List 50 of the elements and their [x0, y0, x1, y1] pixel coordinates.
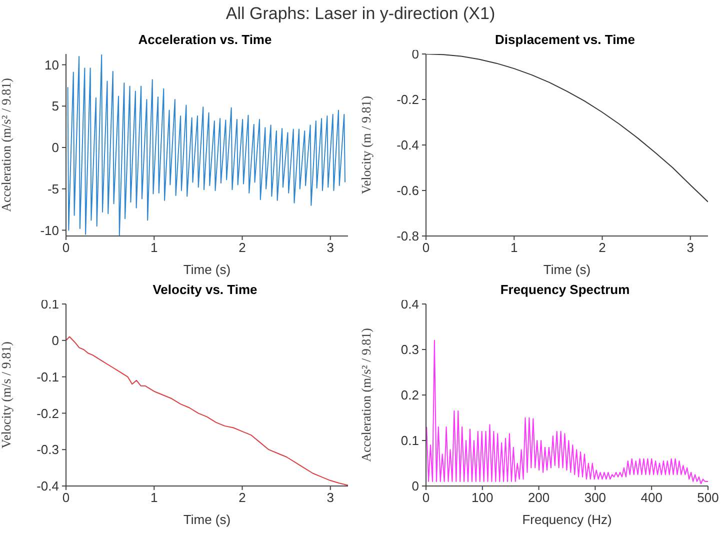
- chart-title: Frequency Spectrum: [500, 282, 630, 297]
- y-axis-title: Acceleration (m/s² / 9.81): [0, 78, 14, 212]
- y-tick-label: 5: [52, 98, 59, 114]
- y-tick-label: 0.1: [400, 433, 419, 448]
- x-tick-label: 2: [598, 240, 606, 256]
- y-tick-label: -0.3: [36, 442, 59, 458]
- x-tick-label: 300: [584, 490, 606, 506]
- y-tick-label: -5: [47, 181, 59, 196]
- y-tick-label: 0.2: [400, 388, 419, 403]
- y-tick-label: -10: [40, 222, 59, 238]
- x-tick-label: 1: [150, 490, 158, 506]
- x-tick-label: 2: [238, 240, 246, 256]
- line-series: [426, 54, 708, 202]
- chart-title: Displacement vs. Time: [495, 32, 635, 47]
- x-tick-label: 400: [640, 490, 662, 506]
- x-tick-label: 100: [472, 490, 494, 506]
- x-tick-label: 1: [510, 240, 518, 256]
- y-tick-label: -0.2: [396, 92, 419, 108]
- y-tick-label: -0.1: [36, 369, 59, 384]
- text: All Graphs: Laser in y-direction (X1): [224, 4, 496, 24]
- x-axis-title: Time (s): [183, 262, 231, 277]
- x-axis-title: Time (s): [543, 262, 591, 277]
- y-tick-label: 0.3: [400, 342, 419, 358]
- y-tick-label: 0: [52, 140, 59, 156]
- y-tick-label: -0.4: [36, 478, 59, 494]
- x-tick-label: 3: [326, 490, 334, 506]
- y-axis-title: Velocity (m/s / 9.81): [0, 342, 14, 448]
- x-tick-label: 200: [528, 490, 550, 506]
- x-tick-label: 500: [697, 490, 719, 506]
- x-tick-label: 3: [686, 240, 694, 256]
- x-tick-label: 0: [62, 240, 70, 256]
- y-axis-title: Acceleration (m/s² / 9.81): [358, 328, 374, 462]
- y-axis-title: Velocity (m / 9.81): [358, 96, 374, 194]
- x-tick-label: 0: [62, 490, 70, 506]
- chart-title: Velocity vs. Time: [152, 282, 258, 297]
- x-tick-label: 2: [238, 490, 246, 506]
- y-tick-label: 0: [52, 333, 59, 348]
- y-tick-label: -0.4: [396, 138, 419, 153]
- y-tick-label: -0.6: [396, 183, 419, 198]
- y-tick-label: 0: [412, 478, 419, 494]
- x-tick-label: 0: [422, 490, 430, 506]
- x-tick-label: 0: [422, 240, 430, 256]
- x-axis-title: Frequency (Hz): [522, 512, 612, 527]
- x-tick-label: 3: [326, 240, 334, 256]
- y-tick-label: 10: [44, 57, 59, 72]
- y-tick-label: -0.2: [36, 406, 59, 421]
- chart-title: Acceleration vs. Time: [137, 32, 273, 49]
- y-tick-label: -0.8: [396, 228, 419, 244]
- x-axis-title: Time (s): [183, 512, 231, 527]
- x-tick-label: 1: [150, 240, 158, 256]
